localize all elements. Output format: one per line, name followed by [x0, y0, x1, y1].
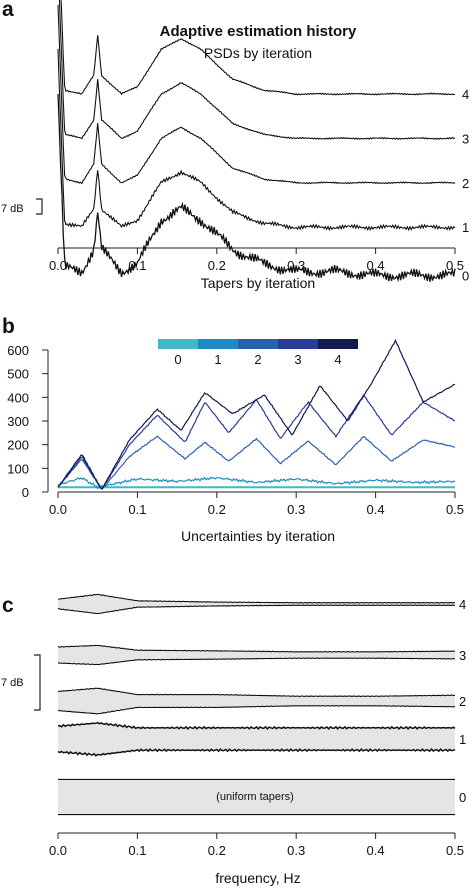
legend-label-2: 2 [254, 352, 261, 367]
taper-label-1: 1 [459, 732, 466, 747]
panel-a: a Adaptive estimation history PSDs by it… [1, 0, 469, 291]
x-tick-label: 0.5 [446, 843, 464, 858]
legend-swatch-2 [238, 339, 278, 349]
panel-a-psd-lines [57, 0, 456, 283]
psd-label-4: 4 [462, 87, 469, 102]
x-tick-label: 0.3 [287, 258, 305, 273]
panel-b-legend: 0 1 2 3 4 [158, 339, 358, 367]
x-tick-label: 0.5 [446, 258, 464, 273]
legend-label-4: 4 [334, 352, 341, 367]
panel-a-x-ticks: 0.0 0.1 0.2 0.3 0.4 0.5 [49, 248, 464, 273]
psd-label-2: 2 [462, 176, 469, 191]
taper-lower-1 [57, 747, 456, 757]
psd-line-3 [58, 0, 456, 141]
y-tick-label: 0 [22, 485, 29, 500]
taper-label-4: 4 [459, 597, 466, 612]
taper-upper-2 [57, 687, 456, 698]
panel-c-scale-bar [34, 654, 41, 711]
panel-a-xlabel: Tapers by iteration [201, 275, 315, 291]
panel-a-scale-label: 7 dB [1, 203, 24, 215]
panel-c-taper-bands [57, 593, 456, 816]
x-tick-label: 0.0 [49, 258, 67, 273]
panel-a-iteration-labels: 0 1 2 3 4 [462, 87, 469, 283]
legend-label-0: 0 [174, 352, 181, 367]
panel-a-title: Adaptive estimation history [160, 23, 357, 40]
psd-line-0 [57, 93, 456, 283]
y-tick-label: 200 [7, 438, 29, 453]
psd-line-2 [57, 4, 456, 185]
uncertainty-line-1 [57, 476, 456, 490]
taper-lower-4 [57, 604, 456, 615]
panel-c-x-ticks: 0.0 0.1 0.2 0.3 0.4 0.5 [49, 833, 464, 858]
psd-label-3: 3 [462, 131, 469, 146]
x-tick-label: 0.1 [128, 843, 146, 858]
panel-b-uncertainty-lines [57, 338, 456, 491]
panel-c-scale-label: 7 dB [1, 677, 24, 689]
panel-c-annotation: (uniform tapers) [216, 791, 294, 803]
panel-a-letter: a [2, 0, 14, 21]
taper-upper-1 [57, 721, 456, 731]
x-tick-label: 0.4 [367, 843, 385, 858]
panel-b: b 0 100 200 300 400 500 600 0 1 2 3 4 0.0 0.1 0.2 0.3… [2, 315, 464, 544]
taper-label-0: 0 [459, 790, 466, 805]
legend-swatch-4 [318, 339, 358, 349]
x-tick-label: 0.1 [128, 258, 146, 273]
x-tick-label: 0.5 [446, 502, 464, 517]
legend-swatch-1 [198, 339, 238, 349]
panel-c-letter: c [2, 594, 14, 617]
taper-lower-3 [57, 657, 456, 666]
panel-c-xlabel: frequency, Hz [215, 870, 300, 886]
taper-band-1 [58, 722, 455, 756]
psd-label-0: 0 [462, 268, 469, 283]
uncertainty-line-3 [57, 394, 456, 490]
legend-label-1: 1 [214, 352, 221, 367]
psd-label-1: 1 [462, 220, 469, 235]
x-tick-label: 0.4 [367, 502, 385, 517]
taper-band-4 [58, 594, 455, 614]
taper-band-3 [58, 645, 455, 665]
x-tick-label: 0.3 [287, 502, 305, 517]
taper-label-3: 3 [459, 648, 466, 663]
x-tick-label: 0.1 [128, 502, 146, 517]
y-tick-label: 400 [7, 390, 29, 405]
legend-swatch-3 [278, 339, 318, 349]
uncertainty-line-2 [57, 435, 456, 491]
taper-upper-3 [57, 644, 455, 653]
psd-line-4 [60, 0, 456, 96]
taper-lower-2 [57, 704, 456, 715]
uncertainty-line-4 [57, 338, 456, 490]
x-tick-label: 0.2 [208, 258, 226, 273]
taper-band-0 [58, 779, 455, 815]
legend-swatch-0 [158, 339, 198, 349]
x-tick-label: 0.4 [367, 258, 385, 273]
x-tick-label: 0.3 [287, 843, 305, 858]
panel-a-scale-bar [36, 198, 43, 215]
y-tick-label: 100 [7, 461, 29, 476]
panel-b-y-ticks: 0 100 200 300 400 500 600 [7, 343, 48, 500]
taper-upper-4 [57, 593, 456, 604]
legend-label-3: 3 [294, 352, 301, 367]
y-tick-label: 300 [7, 414, 29, 429]
x-tick-label: 0.0 [49, 843, 67, 858]
panel-b-xlabel: Uncertainties by iteration [181, 528, 335, 544]
taper-label-2: 2 [459, 694, 466, 709]
psd-line-1 [57, 48, 456, 232]
panel-b-letter: b [2, 315, 15, 338]
y-tick-label: 600 [7, 343, 29, 358]
y-tick-label: 500 [7, 367, 29, 382]
x-tick-label: 0.2 [208, 843, 226, 858]
x-tick-label: 0.0 [49, 502, 67, 517]
x-tick-label: 0.2 [208, 502, 226, 517]
panel-b-x-ticks: 0.0 0.1 0.2 0.3 0.4 0.5 [49, 492, 464, 517]
panel-c-iteration-labels: 4 3 2 1 0 [459, 597, 466, 805]
panel-a-subtitle: PSDs by iteration [204, 45, 312, 61]
